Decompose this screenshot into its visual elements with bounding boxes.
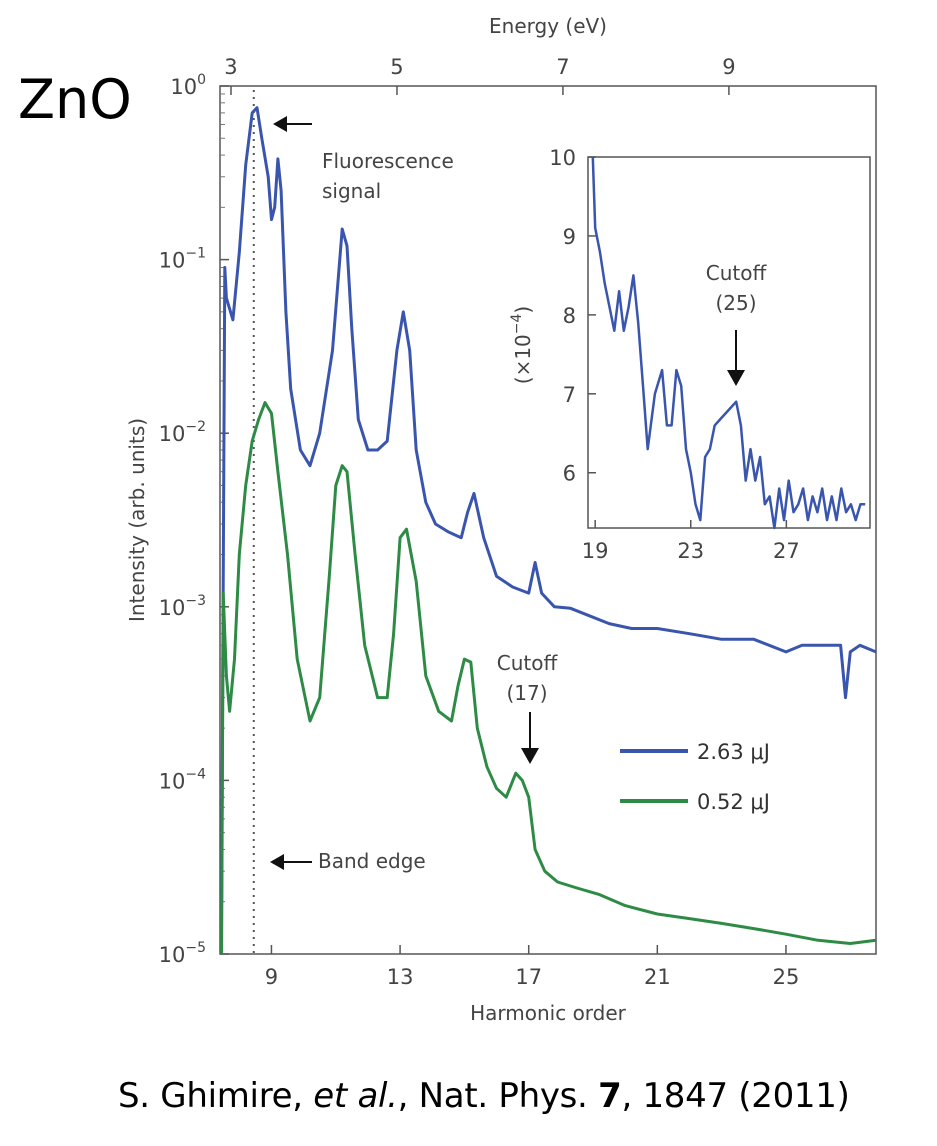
main-ytick-label: 10−3 [159,593,206,620]
fluorescence-arrow [273,116,312,132]
main-ytick-label: 10−4 [159,766,206,793]
citation-volume: 7 [598,1076,622,1116]
main-xtick-label: 13 [387,965,414,989]
main-toptick-label: 5 [390,55,403,79]
inset-cutoff-arrow [727,330,745,386]
inset-xtick-label: 19 [582,539,609,563]
svg-text:(×10−4): (×10−4) [509,306,535,384]
main-xtick-label: 17 [515,965,542,989]
fluorescence-label-line2: signal [322,179,381,203]
inset-ytick-label: 9 [563,225,576,249]
main-plot-frame [219,85,877,955]
main-ytick-label: 10−1 [159,246,206,273]
legend: 2.63 μJ 0.52 μJ [620,740,770,814]
main-x-axis: 9 13 17 21 25 [265,945,800,989]
inset-ytick-label: 8 [563,304,576,328]
inset-x-axis: 19 23 27 [582,520,800,563]
citation-authors: S. Ghimire, [118,1076,314,1116]
band-edge-arrow [270,854,312,870]
inset-ytick-label: 7 [563,383,576,407]
inset-ytick-label: 6 [563,462,576,486]
legend-label-0.52uJ: 0.52 μJ [697,790,770,814]
main-xtick-label: 21 [644,965,671,989]
inset-y-axis: 6 7 8 9 10 [549,146,596,486]
inset-xtick-label: 23 [677,539,704,563]
main-ytick-label: 10−2 [159,419,206,446]
citation-journal: , Nat. Phys. [397,1076,599,1116]
main-toptick-label: 3 [224,55,237,79]
main-ytick-label: 10−5 [159,940,206,967]
band-edge-label: Band edge [318,849,426,873]
citation-rest: , 1847 (2011) [621,1076,850,1116]
main-toptick-label: 7 [556,55,569,79]
inset-series-line-2.63uJ [591,156,866,530]
inset-series-group [591,156,866,530]
inset-ylabel-exp: −4 [509,313,525,334]
inset-ylabel-suffix: ) [511,306,535,314]
x-axis-label: Harmonic order [470,1001,627,1025]
main-toptick-label: 9 [722,55,735,79]
inset-ylabel-prefix: (×10 [511,334,535,384]
inset-frame [587,156,871,529]
y-axis-label: Intensity (arb. units) [125,418,149,622]
top-axis-label: Energy (eV) [489,14,607,38]
cutoff-17-arrow [521,712,539,764]
main-series-line-0.52uJ [220,401,877,955]
main-y-axis: 100 10−1 10−2 10−3 10−4 10−5 [159,72,229,967]
main-series-group [220,106,877,955]
cutoff-17-label-line1: Cutoff [497,651,559,675]
inset-xtick-label: 27 [773,539,800,563]
citation-etal: et al. [313,1076,398,1116]
main-series-line-2.63uJ [220,106,877,902]
main-top-axis: 3 5 7 9 [224,55,736,95]
legend-label-2.63uJ: 2.63 μJ [697,740,770,764]
citation: S. Ghimire, et al., Nat. Phys. 7, 1847 (… [118,1076,850,1116]
inset-y-axis-label: (×10−4) [509,306,535,384]
main-xtick-label: 25 [773,965,800,989]
cutoff-17-label-line2: (17) [506,681,547,705]
material-label: ZnO [18,68,132,131]
inset-ytick-label: 10 [549,146,576,170]
main-ytick-label: 100 [170,72,206,99]
inset-cutoff-label-line1: Cutoff [706,261,768,285]
main-xtick-label: 9 [265,965,278,989]
fluorescence-label-line1: Fluorescence [322,149,454,173]
inset-cutoff-label-line2: (25) [715,291,756,315]
